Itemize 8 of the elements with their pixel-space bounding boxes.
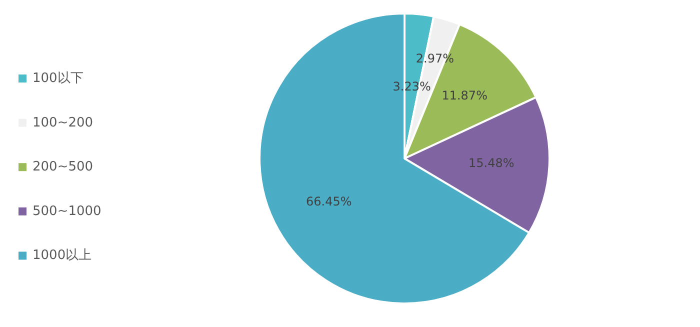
legend-label: 1000以上 (32, 248, 92, 264)
legend-label: 100~200 (32, 115, 94, 130)
legend-label: 100以下 (32, 71, 84, 86)
data-label: 15.48% (468, 156, 514, 170)
data-label: 11.87% (442, 88, 488, 103)
legend-label: 500~1000 (32, 204, 102, 219)
data-label: 66.45% (306, 194, 352, 208)
legend-label: 200~500 (32, 160, 94, 175)
